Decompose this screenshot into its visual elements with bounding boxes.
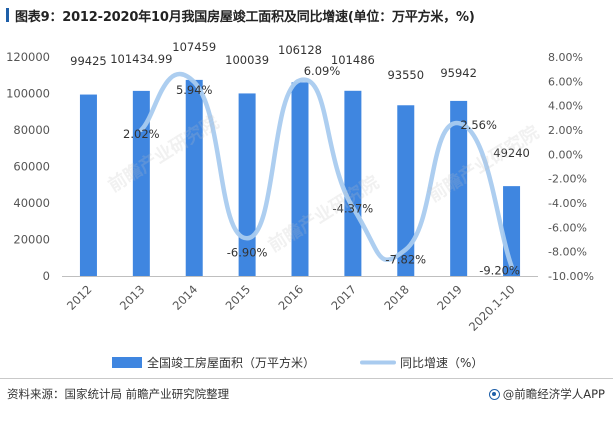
y-left-tick-label: 20000 [13,233,50,247]
bar-value-label: 101486 [331,53,375,67]
x-tick-label: 2014 [170,282,201,313]
bar [291,82,309,276]
y-right-tick-label: -6.00% [548,221,587,234]
x-tick-label: 2018 [381,282,412,313]
line-value-label: 6.09% [304,64,341,78]
bar-value-label: 101434.99 [110,52,172,66]
y-right-tick-label: 0.00% [548,148,583,161]
line-value-label: -4.37% [333,202,374,216]
line-value-label: 2.56% [460,118,497,132]
y-right-tick-label: 2.00% [548,124,583,137]
bar [450,100,468,276]
y-right-tick-label: 8.00% [548,51,583,64]
title-bar: 图表9：2012-2020年10月我国房屋竣工面积及同比增速(单位：万平方米，%… [0,0,613,30]
x-tick-label: 2013 [117,282,148,313]
x-tick-label: 2017 [328,282,359,313]
y-left-tick-label: 100000 [6,87,50,101]
legend-bar-swatch [112,357,142,368]
line-value-label: -9.20% [479,263,520,277]
line-value-label: 2.02% [123,127,160,141]
line-value-label: -6.90% [227,245,268,259]
bar [132,90,150,277]
bar-value-label: 93550 [387,68,424,82]
bar [397,105,415,277]
bar [344,90,362,276]
x-tick-label: 2020.1-10 [466,282,518,334]
brand-logo-icon [488,388,500,400]
bar-value-label: 106128 [278,43,322,57]
y-right-tick-label: 6.00% [548,75,583,88]
bar-value-label: 99425 [70,54,107,68]
y-right-tick-label: 4.00% [548,100,583,113]
y-left-tick-label: 40000 [13,196,50,210]
y-left-tick-label: 120000 [6,50,50,64]
footer-divider [0,378,613,379]
x-tick-label: 2015 [223,282,254,313]
y-right-tick-label: -2.00% [548,173,587,186]
x-tick-label: 2019 [434,282,465,313]
x-tick-label: 2016 [276,282,307,313]
bar [185,79,203,276]
legend-bar-label: 全国竣工房屋面积（万平方米） [147,355,315,370]
brand: @前瞻经济学人APP [488,386,605,402]
growth-rate-line [139,71,514,269]
chart-title: 图表9：2012-2020年10月我国房屋竣工面积及同比增速(单位：万平方米，%… [15,9,475,25]
y-left-tick-label: 80000 [13,123,50,137]
bar-value-label: 100039 [225,53,269,67]
y-right-tick-label: -8.00% [548,246,587,259]
legend-line-label: 同比增速（%） [400,356,483,370]
y-right-tick-label: -4.00% [548,197,587,210]
y-left-tick-label: 60000 [13,160,50,174]
line-value-label: 5.94% [176,83,213,97]
y-right-tick-label: -10.00% [548,270,594,283]
bar-value-label: 107459 [172,40,216,54]
x-tick-label: 2012 [64,282,95,313]
bar-value-label: 95942 [440,66,477,80]
y-left-tick-label: 0 [43,269,50,283]
title-accent [6,8,9,22]
line-value-label: -7.82% [385,252,426,266]
bar [79,94,97,276]
bar-value-label: 49240 [493,146,530,160]
brand-label: @前瞻经济学人APP [502,387,605,401]
bar [238,93,256,276]
source-note: 资料来源：国家统计局 前瞻产业研究院整理 [7,387,230,401]
